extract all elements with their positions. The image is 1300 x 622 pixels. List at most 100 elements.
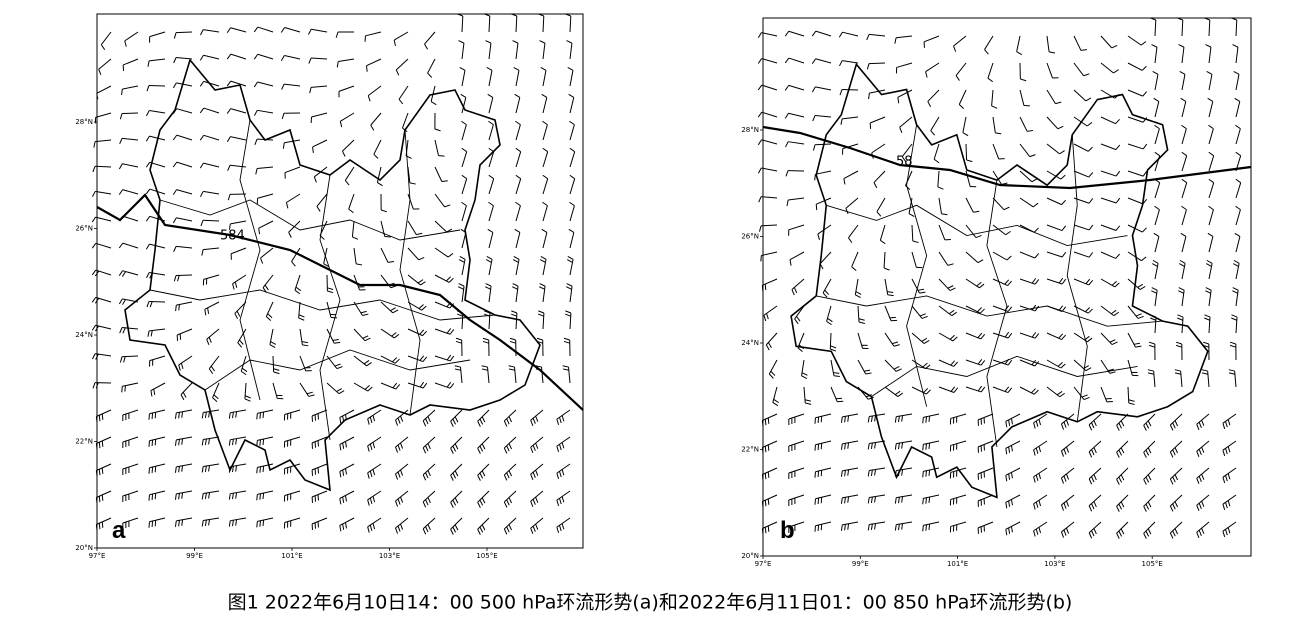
barb-feather xyxy=(923,388,929,394)
barb-feather xyxy=(1142,91,1148,97)
barb-feather xyxy=(1087,337,1093,343)
barb-feather xyxy=(174,520,177,527)
barb-feather xyxy=(121,271,127,277)
barb-feather xyxy=(1007,387,1013,393)
barb-feather xyxy=(145,216,151,222)
barb-feather xyxy=(953,45,957,52)
barb-feather xyxy=(840,416,843,423)
barb-shaft xyxy=(1222,494,1237,505)
barb-feather xyxy=(801,372,808,376)
barb-feather xyxy=(1066,500,1070,507)
barb-feather xyxy=(1115,118,1120,125)
barb-feather xyxy=(392,357,397,363)
barb-feather xyxy=(811,58,816,65)
barb-shaft xyxy=(1196,521,1210,533)
barb-feather xyxy=(259,439,261,446)
barb-shaft xyxy=(338,58,355,63)
barb-feather xyxy=(1179,70,1186,75)
barb-feather xyxy=(958,104,965,109)
barb-shaft xyxy=(762,494,778,502)
barb-feather xyxy=(925,497,927,504)
barb-feather xyxy=(567,255,574,260)
barb-feather xyxy=(513,66,520,71)
barb-shaft xyxy=(393,31,409,41)
barb-shaft xyxy=(1061,494,1075,506)
barb-shaft xyxy=(176,245,193,249)
barb-feather xyxy=(1202,341,1209,345)
barb-feather xyxy=(1085,307,1091,313)
barb-shaft xyxy=(461,205,467,222)
barb-feather xyxy=(1227,446,1231,453)
barb-shaft xyxy=(801,359,805,376)
barb-feather xyxy=(1120,447,1125,454)
barb-shaft xyxy=(788,30,805,37)
barb-feather xyxy=(1233,259,1240,264)
barb-feather xyxy=(1010,418,1013,425)
barb-feather xyxy=(541,93,548,98)
barb-feather xyxy=(1222,450,1226,457)
barb-shaft xyxy=(366,58,382,67)
barb-feather xyxy=(1227,419,1231,426)
barb-feather xyxy=(1142,171,1148,177)
barb-feather xyxy=(1088,478,1093,485)
barb-shaft xyxy=(1100,143,1117,151)
barb-feather xyxy=(172,189,178,195)
barb-feather xyxy=(847,496,850,503)
barb-feather xyxy=(1201,473,1205,480)
barb-feather xyxy=(508,416,512,423)
barb-feather xyxy=(826,320,832,326)
barb-feather xyxy=(532,471,536,478)
barb-feather xyxy=(398,98,404,105)
barb-feather xyxy=(1016,51,1023,56)
barb-feather xyxy=(844,470,846,477)
barb-shaft xyxy=(326,328,335,344)
barb-shaft xyxy=(1019,89,1025,106)
barb-shaft xyxy=(788,413,805,420)
barb-feather xyxy=(874,415,877,422)
barb-feather xyxy=(561,496,565,503)
barb-shaft xyxy=(1208,263,1213,280)
barb-feather xyxy=(446,328,452,334)
barb-feather xyxy=(569,174,575,180)
barb-feather xyxy=(146,110,150,117)
x-tick-label: 97°E xyxy=(755,560,772,568)
barb-shaft xyxy=(149,436,166,442)
barb-shaft xyxy=(1088,413,1102,426)
barb-feather xyxy=(923,340,930,344)
barb-feather xyxy=(336,61,339,68)
barb-feather xyxy=(1057,125,1064,130)
barb-shaft xyxy=(149,517,166,523)
barb-feather xyxy=(98,523,101,530)
barb-feather xyxy=(530,447,534,453)
barb-feather xyxy=(1033,227,1039,233)
barb-shaft xyxy=(569,232,575,249)
barb-shaft xyxy=(291,247,301,262)
barb-feather xyxy=(458,286,464,290)
barb-feather xyxy=(786,199,789,207)
barb-feather xyxy=(397,444,401,451)
barb-feather xyxy=(1142,143,1148,150)
barb-feather xyxy=(530,501,534,507)
barb-feather xyxy=(1116,452,1120,458)
barb-shaft xyxy=(1127,386,1130,404)
barb-feather xyxy=(204,411,207,419)
barb-feather xyxy=(291,261,296,267)
barb-shaft xyxy=(984,35,994,50)
barb-feather xyxy=(991,105,998,109)
barb-feather xyxy=(1234,97,1241,102)
y-tick-label: 24°N xyxy=(741,339,759,347)
barb-shaft xyxy=(1208,19,1211,37)
barb-feather xyxy=(874,496,877,503)
barb-feather xyxy=(1110,309,1117,315)
barb-feather xyxy=(532,498,536,505)
barb-feather xyxy=(1085,278,1091,285)
barb-shaft xyxy=(257,166,274,169)
barb-shaft xyxy=(826,305,832,322)
barb-feather xyxy=(1172,422,1176,429)
barb-shaft xyxy=(461,178,468,195)
barb-feather xyxy=(1033,389,1039,395)
barb-feather xyxy=(791,289,795,296)
barb-shaft xyxy=(1073,224,1090,231)
barb-feather xyxy=(1118,422,1123,429)
barb-shaft xyxy=(1046,224,1063,232)
